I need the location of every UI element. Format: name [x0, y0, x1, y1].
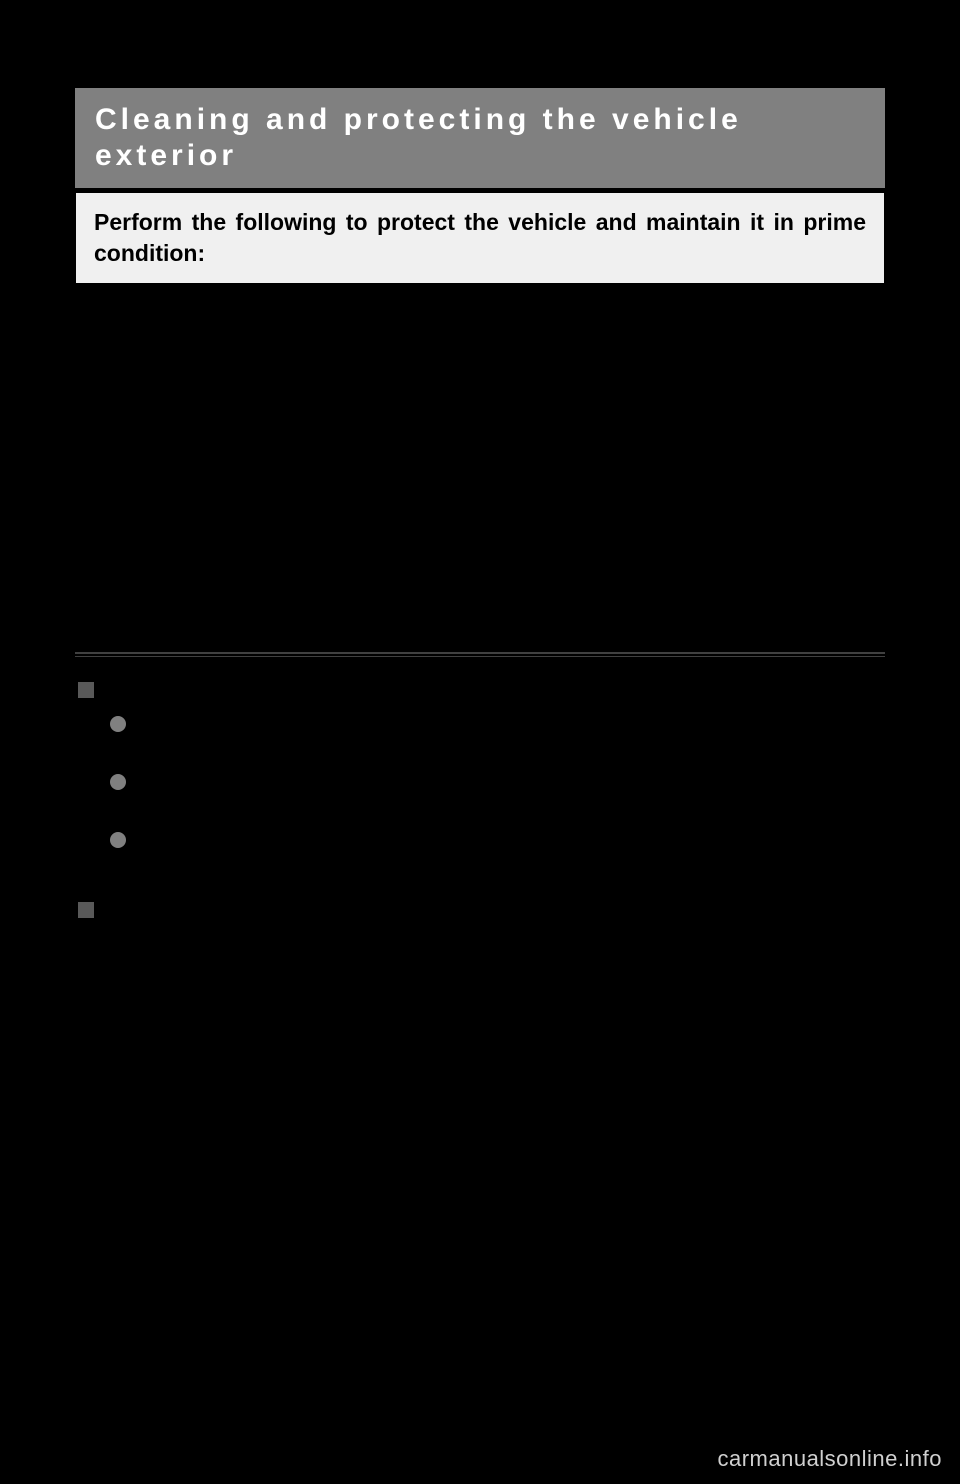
section-header: Cleaning and protecting the vehicle exte… [75, 88, 885, 188]
square-marker-icon [78, 682, 94, 698]
bullet-icon [110, 716, 126, 732]
bullet-icon [110, 832, 126, 848]
page: Cleaning and protecting the vehicle exte… [0, 0, 960, 1484]
subsection-marker-row [78, 676, 104, 698]
section-header-title: Cleaning and protecting the vehicle exte… [95, 102, 865, 174]
bullet-row [110, 826, 136, 848]
square-marker-icon [78, 902, 94, 918]
bullet-icon [110, 774, 126, 790]
top-rule [75, 70, 885, 74]
subsection-marker-row [78, 896, 104, 918]
intro-box: Perform the following to protect the veh… [75, 192, 885, 284]
bullet-row [110, 768, 136, 790]
bullet-row [110, 710, 136, 732]
intro-text: Perform the following to protect the veh… [94, 207, 866, 269]
section-divider [75, 652, 885, 657]
watermark-text: carmanualsonline.info [717, 1446, 942, 1472]
